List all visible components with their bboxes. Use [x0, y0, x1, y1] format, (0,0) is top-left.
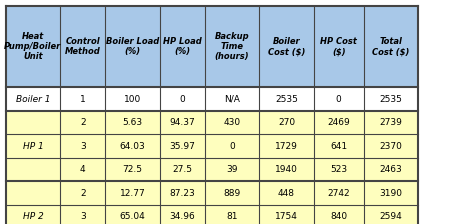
Text: 523: 523: [330, 165, 347, 174]
Text: 81: 81: [226, 212, 238, 221]
Text: 1729: 1729: [275, 142, 298, 151]
Text: Heat
Pump/Boiler
Unit: Heat Pump/Boiler Unit: [4, 32, 62, 61]
Text: 1: 1: [80, 95, 86, 104]
Text: Boiler Load
(%): Boiler Load (%): [106, 37, 159, 56]
Text: 2742: 2742: [328, 189, 350, 198]
Text: 2: 2: [80, 189, 85, 198]
Text: 2535: 2535: [379, 95, 402, 104]
Bar: [6, 111, 418, 181]
Text: 840: 840: [330, 212, 347, 221]
Text: 34.96: 34.96: [169, 212, 195, 221]
Text: HP Load
(%): HP Load (%): [163, 37, 201, 56]
Text: 2594: 2594: [380, 212, 402, 221]
Text: 72.5: 72.5: [122, 165, 143, 174]
Text: 100: 100: [124, 95, 141, 104]
Text: Control
Method: Control Method: [65, 37, 100, 56]
Text: 2739: 2739: [379, 118, 402, 127]
Text: 641: 641: [330, 142, 347, 151]
Text: 2: 2: [80, 118, 85, 127]
Text: 3: 3: [80, 142, 86, 151]
Text: 889: 889: [223, 189, 241, 198]
Text: 0: 0: [336, 95, 342, 104]
Text: HP 1: HP 1: [23, 142, 43, 151]
Text: 35.97: 35.97: [169, 142, 195, 151]
Text: 12.77: 12.77: [119, 189, 146, 198]
Text: 1940: 1940: [275, 165, 298, 174]
Text: HP Cost
($): HP Cost ($): [320, 37, 357, 56]
Text: Boiler
Cost ($): Boiler Cost ($): [268, 37, 305, 56]
Text: 2370: 2370: [379, 142, 402, 151]
Bar: [6, 181, 418, 224]
Text: 3190: 3190: [379, 189, 402, 198]
Text: 2535: 2535: [275, 95, 298, 104]
Text: Total
Cost ($): Total Cost ($): [372, 37, 410, 56]
Text: 0: 0: [229, 142, 235, 151]
Bar: [6, 87, 418, 111]
Text: HP 2: HP 2: [23, 212, 43, 221]
Text: 87.23: 87.23: [169, 189, 195, 198]
Bar: [6, 6, 418, 87]
Text: Boiler 1: Boiler 1: [16, 95, 50, 104]
Text: 0: 0: [179, 95, 185, 104]
Text: 270: 270: [278, 118, 295, 127]
Text: 430: 430: [223, 118, 241, 127]
Text: Backup
Time
(hours): Backup Time (hours): [215, 32, 249, 61]
Text: 4: 4: [80, 165, 85, 174]
Text: 3: 3: [80, 212, 86, 221]
Text: 65.04: 65.04: [119, 212, 146, 221]
Text: 448: 448: [278, 189, 295, 198]
Text: 64.03: 64.03: [119, 142, 146, 151]
Text: 2463: 2463: [380, 165, 402, 174]
Text: 1754: 1754: [275, 212, 298, 221]
Text: 2469: 2469: [328, 118, 350, 127]
Text: 5.63: 5.63: [122, 118, 143, 127]
Text: 27.5: 27.5: [172, 165, 192, 174]
Text: 94.37: 94.37: [169, 118, 195, 127]
Text: 39: 39: [226, 165, 238, 174]
Text: N/A: N/A: [224, 95, 240, 104]
